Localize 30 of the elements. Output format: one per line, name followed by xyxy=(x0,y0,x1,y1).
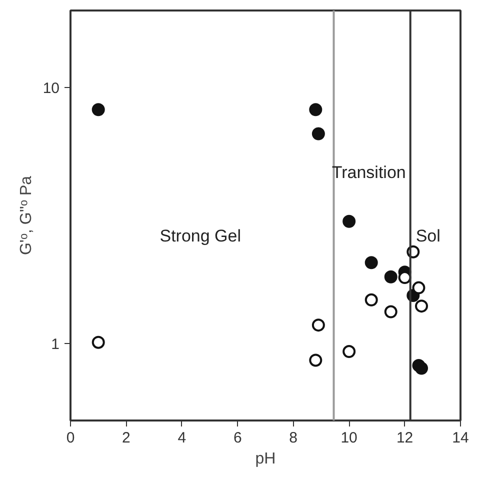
point xyxy=(364,293,378,306)
point xyxy=(398,271,412,284)
point xyxy=(92,336,105,349)
annotation: Strong Gel xyxy=(160,226,242,246)
point xyxy=(384,270,398,284)
x-tick-label: 6 xyxy=(233,430,242,446)
annotation: Sol xyxy=(416,226,440,246)
point xyxy=(312,127,325,140)
point xyxy=(342,214,356,228)
y-tick-label: 1 xyxy=(51,336,60,353)
x-tick-label: 4 xyxy=(178,430,186,446)
x-tick-label: 2 xyxy=(122,430,130,446)
point xyxy=(312,318,325,332)
point xyxy=(384,305,398,318)
point xyxy=(364,256,378,270)
point xyxy=(309,103,322,116)
x-tick-label: 0 xyxy=(66,430,75,446)
x-tick-label: 14 xyxy=(452,430,469,446)
point xyxy=(342,345,356,358)
x-tick-label: 10 xyxy=(340,430,358,446)
point xyxy=(412,281,426,294)
annotation: Transition xyxy=(332,162,406,182)
y-axis-title: G'ᵒ, G''ᵒ Pa xyxy=(18,176,35,256)
x-tick-label: 8 xyxy=(289,430,298,446)
x-tick-label: 12 xyxy=(396,430,414,446)
point xyxy=(415,362,428,375)
point xyxy=(309,354,322,367)
point xyxy=(415,300,428,313)
point xyxy=(92,103,105,116)
x-axis-title: pH xyxy=(255,450,276,468)
